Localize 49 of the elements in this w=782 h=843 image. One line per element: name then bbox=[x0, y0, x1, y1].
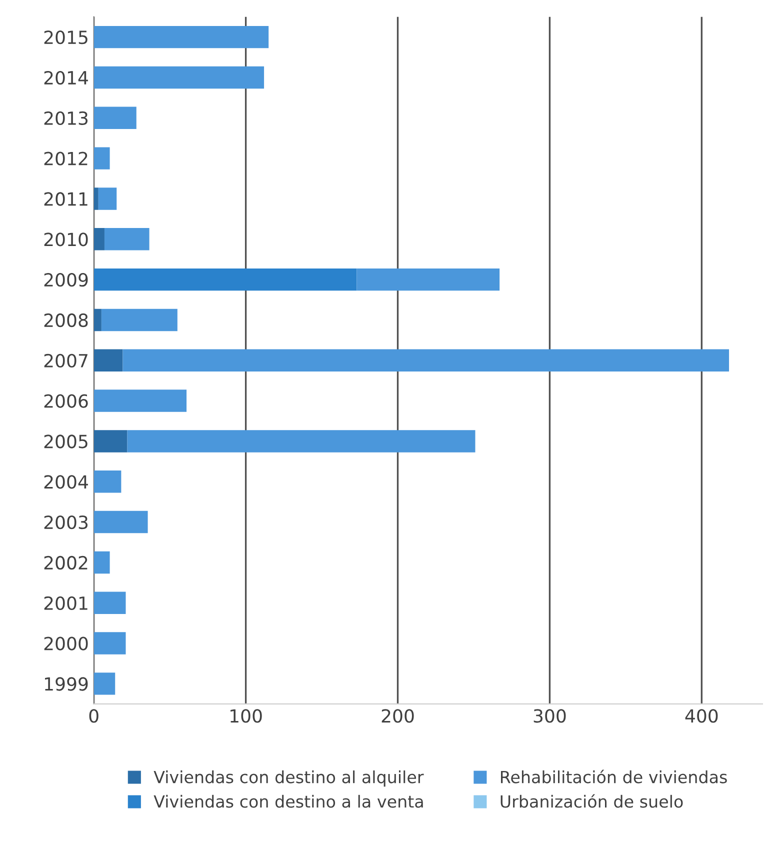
bar bbox=[122, 349, 730, 372]
x-tick-label: 200 bbox=[382, 709, 414, 723]
bar bbox=[94, 470, 122, 493]
y-tick-label: 2000 bbox=[44, 636, 88, 650]
y-tick-label: 2001 bbox=[44, 596, 88, 610]
y-tick-label: 2010 bbox=[44, 232, 88, 246]
bar bbox=[98, 188, 117, 210]
y-tick-label: 2015 bbox=[44, 30, 88, 44]
bar bbox=[101, 308, 178, 332]
legend-label: Viviendas con destino al alquiler bbox=[154, 770, 424, 787]
bar bbox=[94, 430, 128, 452]
bar bbox=[127, 430, 476, 452]
bar bbox=[104, 228, 150, 250]
y-tick-label: 2005 bbox=[44, 434, 88, 448]
y-tick-label: 2014 bbox=[44, 70, 88, 85]
legend-label: Viviendas con destino a la venta bbox=[154, 794, 423, 808]
bar bbox=[94, 308, 102, 332]
x-tick-label: 0 bbox=[89, 709, 98, 723]
bar bbox=[94, 510, 148, 534]
legend-label: Rehabilitación de viviendas bbox=[501, 770, 727, 784]
legend-label: Urbanización de suelo bbox=[500, 794, 683, 808]
bar bbox=[94, 66, 264, 89]
x-tick-label: 400 bbox=[685, 709, 718, 723]
x-tick-label: 100 bbox=[230, 709, 262, 723]
y-tick-label: 2007 bbox=[44, 354, 88, 368]
y-tick-label: 2012 bbox=[44, 152, 88, 166]
bar bbox=[94, 349, 123, 372]
y-tick-label: 1999 bbox=[45, 677, 88, 691]
bar bbox=[94, 228, 104, 250]
x-tick-label: 300 bbox=[534, 709, 566, 723]
y-tick-label: 2002 bbox=[44, 556, 88, 570]
bar bbox=[356, 268, 500, 291]
y-tick-label: 2003 bbox=[44, 516, 88, 530]
bar bbox=[94, 551, 110, 574]
bar bbox=[94, 106, 136, 130]
bar bbox=[94, 268, 357, 291]
bar bbox=[94, 672, 116, 695]
bar bbox=[94, 188, 98, 210]
bar bbox=[94, 147, 110, 170]
y-tick-label: 2006 bbox=[44, 394, 88, 408]
bar bbox=[94, 26, 269, 48]
y-tick-label: 2004 bbox=[44, 475, 88, 489]
bar bbox=[94, 592, 126, 614]
y-tick-label: 2013 bbox=[44, 111, 88, 126]
y-tick-label: 2009 bbox=[44, 273, 88, 287]
y-tick-label: 2008 bbox=[44, 313, 88, 328]
bar bbox=[94, 390, 187, 412]
y-tick-label: 2011 bbox=[44, 192, 88, 206]
bar bbox=[94, 632, 126, 654]
